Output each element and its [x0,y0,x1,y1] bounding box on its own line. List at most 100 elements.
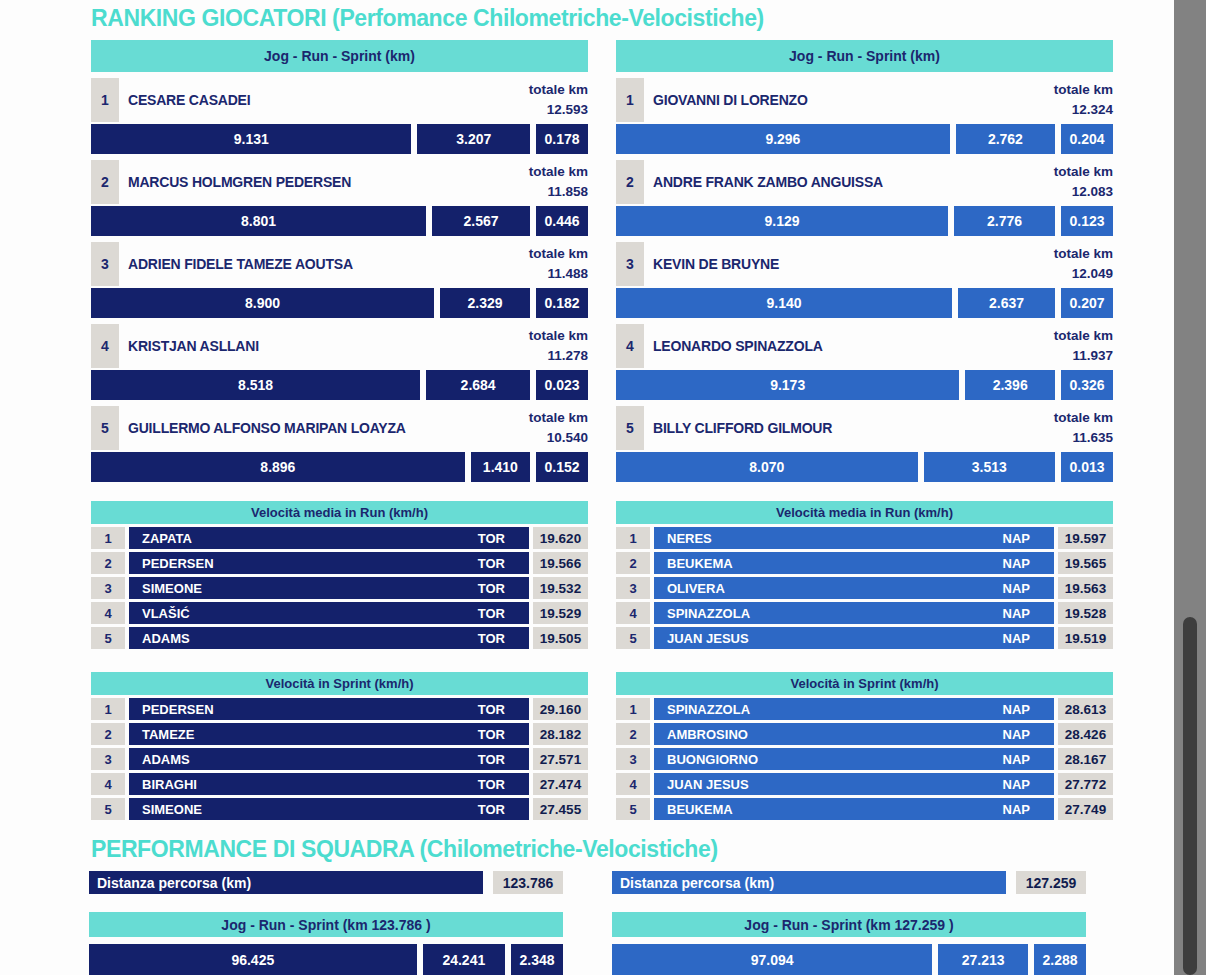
team-code: NAP [1003,702,1030,717]
speed-table-row: 4BIRAGHITOR27.474 [91,773,588,795]
total-km-value: 11.488 [529,264,588,284]
player-name: GIOVANNI DI LORENZO [644,92,1054,108]
sprint-speed-table: Velocità in Sprint (km/h)1PEDERSENTOR29.… [91,672,588,820]
speed-player-name: OLIVERA [667,581,725,596]
speed-player-name: TAMEZE [142,727,194,742]
run-bar-segment: 2.567 [432,206,530,236]
total-km-value: 12.593 [529,100,588,120]
speed-value: 27.772 [1058,773,1113,795]
jog-run-sprint-bar: 8.9002.3290.182 [91,288,588,318]
speed-player-name: BEUKEMA [667,802,733,817]
player-total: totale km10.540 [529,406,588,450]
speed-player-bar: ADAMSTOR [129,748,529,770]
speed-rank-badge: 4 [616,773,650,795]
total-km-value: 11.858 [529,182,588,202]
player-rank-badge: 4 [616,324,644,368]
squad-column-tor: Distanza percorsa (km)123.786Jog - Run -… [89,871,563,975]
speed-value: 19.563 [1058,577,1113,599]
player-total: totale km11.635 [1054,406,1113,450]
player-total: totale km12.324 [1054,78,1113,122]
speed-player-bar: TAMEZE TOR [129,723,529,745]
speed-value: 28.167 [1058,748,1113,770]
total-km-label: totale km [1054,162,1113,182]
run-bar-segment: 2.762 [956,124,1055,154]
player-meta-row: 5GUILLERMO ALFONSO MARIPAN LOAYZAtotale … [91,406,588,450]
squad-performance-columns: Distanza percorsa (km)123.786Jog - Run -… [89,871,1115,975]
speed-table-row: 5SIMEONETOR27.455 [91,798,588,820]
speed-table-row: 2TAMEZETOR28.182 [91,723,588,745]
speed-player-bar: ADAMSTOR [129,627,529,649]
speed-player-name: SPINAZZOLA [667,702,750,717]
speed-table-row: 3OLIVERANAP19.563 [616,577,1113,599]
total-km-value: 11.278 [529,346,588,366]
player-name: MARCUS HOLMGREN PEDERSEN [119,174,529,190]
player-block: 2ANDRE FRANK ZAMBO ANGUISSAtotale km12.0… [616,160,1113,236]
jog-run-sprint-bar: 8.5182.6840.023 [91,370,588,400]
total-km-value: 12.083 [1054,182,1113,202]
team-code: NAP [1003,777,1030,792]
player-name: ANDRE FRANK ZAMBO ANGUISSA [644,174,1054,190]
speed-player-name: NERES [667,531,712,546]
total-km-label: totale km [529,408,588,428]
team-jog-run-sprint-header: Jog - Run - Sprint (km 123.786 ) [89,912,563,937]
speed-value: 19.505 [533,627,588,649]
performance-dashboard: RANKING GIOCATORI (Perfomance Chilometri… [0,0,1206,975]
player-rank-badge: 2 [616,160,644,204]
speed-rank-badge: 5 [616,627,650,649]
speed-player-bar: BIRAGHITOR [129,773,529,795]
speed-value: 19.597 [1058,527,1113,549]
speed-player-name: BIRAGHI [142,777,197,792]
player-rank-badge: 4 [91,324,119,368]
scrollbar-thumb[interactable] [1183,617,1197,975]
sprint-bar-segment: 0.446 [536,206,588,236]
player-total: totale km11.488 [529,242,588,286]
speed-player-bar: SIMEONETOR [129,798,529,820]
total-km-label: totale km [1054,244,1113,264]
player-total: totale km12.049 [1054,242,1113,286]
sprint-bar-segment: 0.207 [1061,288,1113,318]
run-speed-table-header: Velocità media in Run (km/h) [616,501,1113,524]
speed-value: 29.160 [533,698,588,720]
speed-table-row: 2AMBROSINONAP28.426 [616,723,1113,745]
sprint-bar-segment: 0.123 [1061,206,1113,236]
run-bar-segment: 1.410 [471,452,530,482]
player-name: ADRIEN FIDELE TAMEZE AOUTSA [119,256,529,272]
speed-player-name: ZAPATA [142,531,192,546]
speed-table-row: 1ZAPATATOR19.620 [91,527,588,549]
player-meta-row: 5BILLY CLIFFORD GILMOURtotale km11.635 [616,406,1113,450]
speed-player-bar: VLAŠIĆTOR [129,602,529,624]
team-code: TOR [478,802,505,817]
total-km-label: totale km [529,162,588,182]
jog-run-sprint-bar: 9.1292.7760.123 [616,206,1113,236]
player-block: 4KRISTJAN ASLLANItotale km11.2788.5182.6… [91,324,588,400]
speed-table-row: 3SIMEONETOR19.532 [91,577,588,599]
team-jog-segment: 97.094 [612,944,932,975]
speed-rank-badge: 2 [616,552,650,574]
speed-rank-badge: 2 [616,723,650,745]
player-meta-row: 1GIOVANNI DI LORENZOtotale km12.324 [616,78,1113,122]
run-speed-table-header: Velocità media in Run (km/h) [91,501,588,524]
team-sprint-segment: 2.288 [1034,944,1086,975]
jog-run-sprint-bar: 8.0703.5130.013 [616,452,1113,482]
scrollbar-track[interactable] [1174,0,1206,975]
sprint-speed-table-header: Velocità in Sprint (km/h) [91,672,588,695]
player-name: CESARE CASADEI [119,92,529,108]
jog-run-sprint-header: Jog - Run - Sprint (km) [616,40,1113,72]
speed-player-name: ADAMS [142,752,190,767]
speed-player-bar: SPINAZZOLANAP [654,602,1054,624]
team-code: TOR [478,727,505,742]
distance-value: 127.259 [1016,871,1086,894]
speed-value: 19.528 [1058,602,1113,624]
sprint-speed-table-header: Velocità in Sprint (km/h) [616,672,1113,695]
speed-table-row: 5BEUKEMANAP27.749 [616,798,1113,820]
jog-run-sprint-bar: 9.1402.6370.207 [616,288,1113,318]
total-km-label: totale km [529,244,588,264]
sprint-bar-segment: 0.204 [1061,124,1113,154]
speed-player-name: VLAŠIĆ [142,606,190,621]
total-km-label: totale km [529,326,588,346]
player-meta-row: 4KRISTJAN ASLLANItotale km11.278 [91,324,588,368]
speed-table-row: 4SPINAZZOLANAP19.528 [616,602,1113,624]
speed-value: 19.566 [533,552,588,574]
speed-value: 27.474 [533,773,588,795]
team-code: NAP [1003,752,1030,767]
